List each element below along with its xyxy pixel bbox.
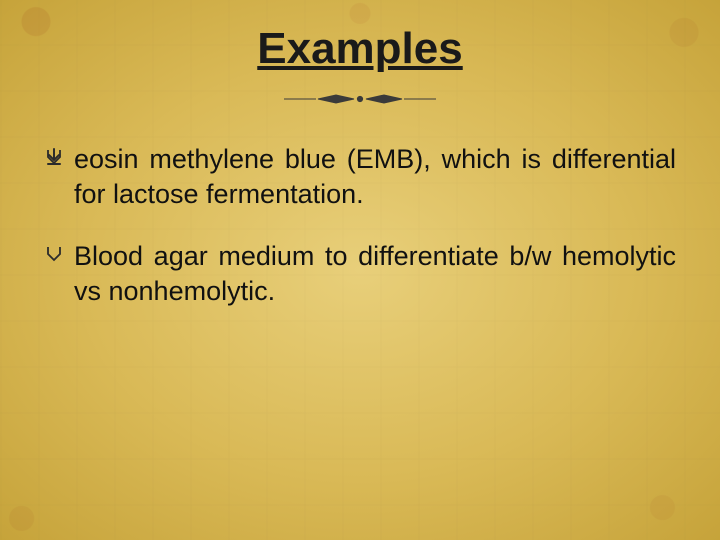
list-item: Blood agar medium to differentiate b/w h… xyxy=(44,239,676,308)
slide: Examples eosin methylene blue (E xyxy=(0,0,720,540)
ornament-icon xyxy=(250,90,470,108)
bullet-list: eosin methylene blue (EMB), which is dif… xyxy=(40,142,680,308)
bullet-text: eosin methylene blue (EMB), which is dif… xyxy=(74,144,676,209)
bullet-text: Blood agar medium to differentiate b/w h… xyxy=(74,241,676,306)
title-ornament xyxy=(40,90,680,108)
page-title: Examples xyxy=(40,24,680,74)
list-item: eosin methylene blue (EMB), which is dif… xyxy=(44,142,676,211)
bullet-arrow-icon xyxy=(44,147,64,167)
bullet-arrow-icon xyxy=(44,244,64,264)
